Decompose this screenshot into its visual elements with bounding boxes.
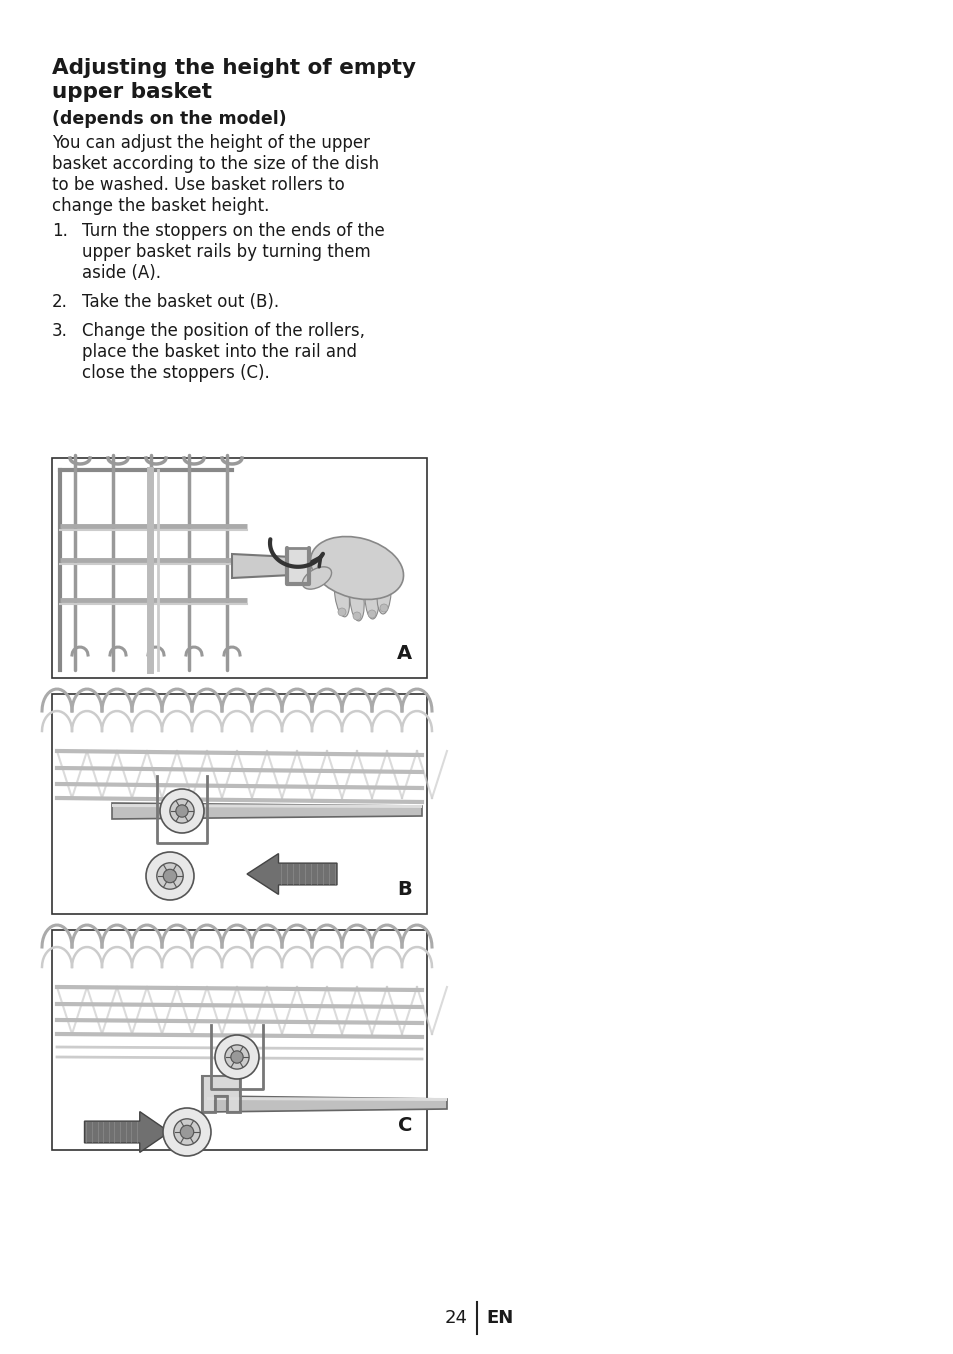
Text: You can adjust the height of the upper: You can adjust the height of the upper [52,134,370,152]
Circle shape [156,862,183,890]
Polygon shape [207,1095,447,1112]
Circle shape [163,869,176,883]
Bar [52,930,427,1150]
Circle shape [180,1125,193,1139]
Text: Take the basket out (B).: Take the basket out (B). [82,292,279,311]
Text: place the basket into the rail and: place the basket into the rail and [82,343,356,362]
Text: C: C [397,1116,412,1135]
Text: EN: EN [485,1309,513,1327]
Ellipse shape [350,580,364,621]
Polygon shape [247,853,336,895]
Text: upper basket rails by turning them: upper basket rails by turning them [82,242,371,261]
Bar [52,695,427,914]
Ellipse shape [310,536,403,600]
Text: Adjusting the height of empty: Adjusting the height of empty [52,58,416,79]
Text: (depends on the model): (depends on the model) [52,110,286,129]
Circle shape [353,612,360,620]
Circle shape [379,604,388,612]
Text: Change the position of the rollers,: Change the position of the rollers, [82,322,365,340]
Ellipse shape [302,567,332,589]
Polygon shape [207,1097,447,1101]
Polygon shape [112,803,421,819]
Circle shape [146,852,193,900]
Text: change the basket height.: change the basket height. [52,196,269,215]
Text: basket according to the size of the dish: basket according to the size of the dish [52,154,378,173]
Polygon shape [85,1112,170,1152]
Circle shape [163,1108,211,1156]
Polygon shape [232,554,292,578]
Text: 24: 24 [444,1309,468,1327]
Text: upper basket: upper basket [52,83,212,102]
Ellipse shape [365,577,378,619]
Circle shape [214,1034,258,1079]
Ellipse shape [335,575,349,617]
Text: to be washed. Use basket rollers to: to be washed. Use basket rollers to [52,176,344,194]
Circle shape [225,1045,249,1070]
Text: Turn the stoppers on the ends of the: Turn the stoppers on the ends of the [82,222,384,240]
Polygon shape [112,804,421,808]
Ellipse shape [376,571,391,613]
Text: 2.: 2. [52,292,68,311]
Circle shape [337,608,346,616]
Circle shape [173,1118,200,1145]
Circle shape [175,804,188,818]
Text: close the stoppers (C).: close the stoppers (C). [82,364,270,382]
Text: 3.: 3. [52,322,68,340]
Circle shape [170,799,193,823]
Bar [52,458,427,678]
Bar [287,548,309,584]
Text: B: B [396,880,412,899]
Text: A: A [396,645,412,663]
Polygon shape [202,1076,240,1112]
Circle shape [160,789,204,833]
Text: 1.: 1. [52,222,68,240]
Circle shape [368,611,375,617]
Circle shape [231,1051,243,1063]
Text: aside (A).: aside (A). [82,264,161,282]
